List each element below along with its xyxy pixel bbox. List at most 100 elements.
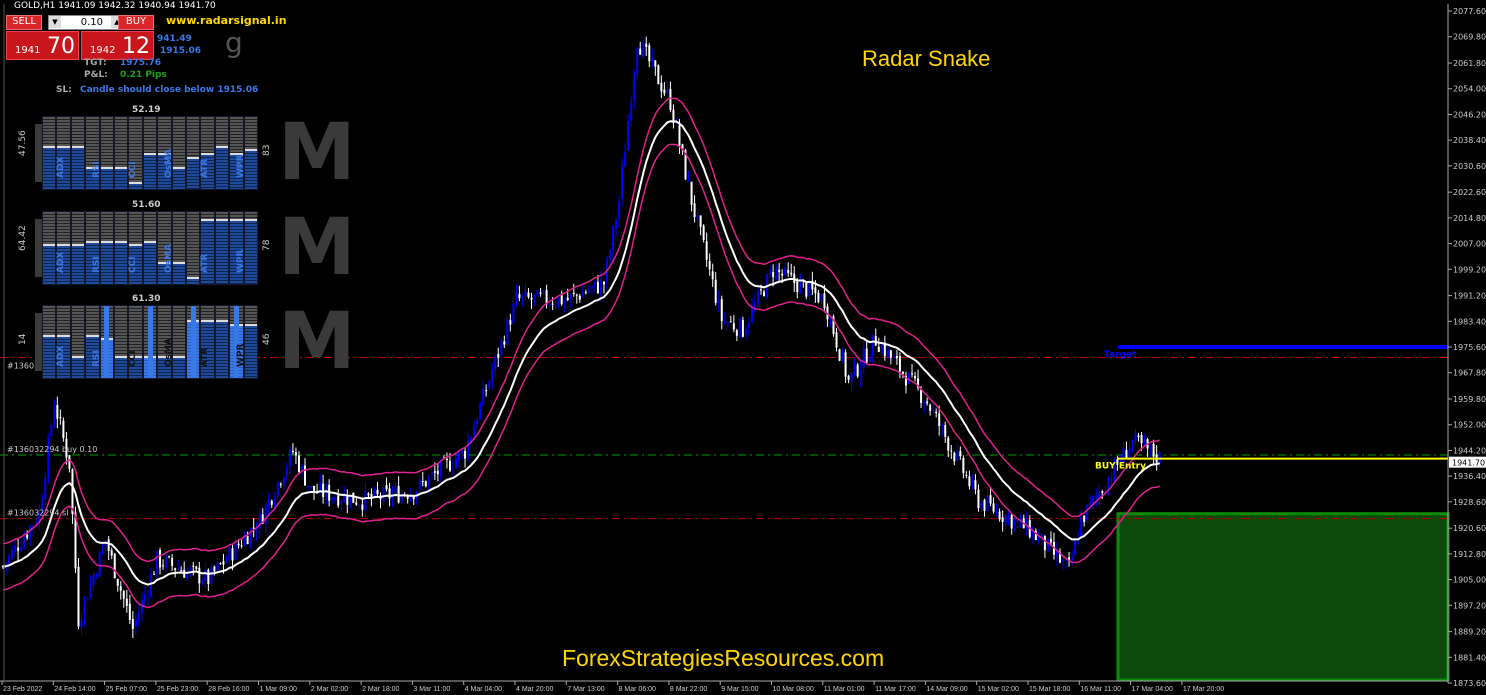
candle-body — [1007, 516, 1010, 518]
candle-body — [1143, 441, 1146, 443]
candle-body — [1095, 495, 1098, 497]
candle-body — [914, 376, 917, 379]
candle-body — [548, 303, 551, 306]
sell-price-big: 1941 — [15, 45, 41, 56]
panel-logo-letter: M — [278, 203, 356, 293]
candle-body — [874, 336, 877, 346]
candle-body — [853, 363, 856, 375]
buy-price-pips: 12 — [122, 34, 150, 59]
candle-body — [678, 124, 681, 146]
candle-body — [944, 425, 947, 437]
candle-body — [1074, 539, 1077, 556]
x-tick-label: 25 Feb 23:00 — [157, 686, 198, 693]
candle-body — [669, 88, 672, 111]
buy-button[interactable]: BUY — [118, 15, 154, 30]
sell-button[interactable]: SELL — [6, 15, 42, 30]
candle-body — [313, 485, 316, 493]
candle-body — [464, 451, 467, 459]
candle-body — [134, 619, 137, 627]
lot-decrease-icon[interactable]: ▼ — [49, 16, 61, 28]
indicator-bar-fill — [172, 167, 186, 189]
candle-body — [968, 476, 971, 487]
candle-body — [506, 319, 509, 345]
candle-body — [702, 225, 705, 241]
indicator-bar-fill — [215, 219, 229, 284]
indicator-label: CCI — [128, 161, 138, 178]
candle-body — [20, 547, 23, 552]
candle-body — [11, 550, 14, 558]
candle-body — [956, 451, 959, 461]
panel-top-value: 51.60 — [132, 200, 161, 210]
candle-body — [430, 472, 433, 475]
panel-gauge-bar — [35, 313, 42, 371]
candle-body — [476, 420, 479, 425]
x-tick-label: 17 Mar 20:00 — [1183, 686, 1224, 693]
indicator-bar-fill — [57, 334, 70, 378]
candle-body — [249, 528, 252, 547]
indicator-bar — [86, 212, 99, 284]
candle-body — [602, 281, 605, 285]
site-link[interactable]: www.radarsignal.in — [166, 14, 287, 27]
candle-body — [572, 292, 575, 294]
sl-condition: Candle should close below 1915.06 — [80, 85, 259, 95]
candle-body — [895, 356, 898, 359]
indicator-bar — [100, 117, 114, 189]
candle-body — [666, 90, 669, 93]
x-tick-label: 2 Mar 18:00 — [362, 686, 399, 693]
candle-body — [741, 319, 744, 337]
y-tick-label: 1920.60 — [1453, 524, 1486, 533]
candle-body — [636, 47, 639, 74]
candle-body — [693, 203, 696, 218]
candle-body — [908, 372, 910, 385]
candle-body — [394, 487, 397, 493]
candle-body — [581, 292, 584, 298]
candle-body — [1001, 517, 1004, 522]
candle-body — [808, 281, 811, 296]
candle-body — [557, 297, 560, 307]
y-tick-label: 1983.40 — [1453, 317, 1486, 326]
indicator-label: ADX — [56, 345, 66, 367]
sell-price[interactable]: 1941 70 — [6, 31, 79, 60]
indicator-bar — [172, 117, 186, 189]
candle-body — [367, 493, 370, 496]
y-tick-label: 1928.60 — [1453, 498, 1486, 507]
candle-body — [177, 568, 180, 570]
x-tick-label: 10 Mar 08:00 — [773, 686, 814, 693]
x-tick-label: 25 Feb 07:00 — [106, 686, 147, 693]
candle-body — [35, 523, 38, 525]
candle-body — [29, 525, 32, 539]
candle-body — [823, 293, 826, 309]
indicator-bar-fill — [129, 356, 142, 378]
candle-body — [322, 483, 325, 497]
candle-body — [23, 537, 26, 548]
indicator-label: OsMA — [164, 244, 174, 273]
candle-body — [1055, 550, 1058, 557]
candle-body — [832, 316, 835, 335]
indicator-bar-fill — [100, 240, 114, 284]
candle-body — [276, 481, 279, 496]
candle-body — [153, 573, 155, 575]
candle-body — [156, 550, 159, 575]
candle-body — [578, 295, 581, 300]
candle-body — [877, 346, 880, 353]
x-tick-label: 3 Mar 11:00 — [413, 686, 450, 693]
candle-body — [5, 563, 8, 567]
y-tick-label: 2014.80 — [1453, 214, 1486, 223]
candle-body — [575, 294, 578, 296]
candle-body — [672, 109, 675, 124]
candle-body — [747, 323, 750, 328]
candle-body — [763, 291, 766, 297]
y-tick-label: 1944.20 — [1453, 446, 1486, 455]
candle-body — [584, 292, 587, 294]
candle-body — [732, 323, 735, 330]
panel-right-value: 78 — [262, 239, 272, 251]
current-price-label: 1941.70 — [1452, 459, 1485, 468]
candle-body — [41, 498, 44, 514]
candle-body — [92, 575, 95, 586]
candle-body — [986, 496, 989, 512]
buy-price[interactable]: 1942 12 — [81, 31, 154, 60]
candle-body — [240, 545, 243, 547]
candle-body — [527, 292, 530, 298]
candle-body — [255, 530, 258, 532]
